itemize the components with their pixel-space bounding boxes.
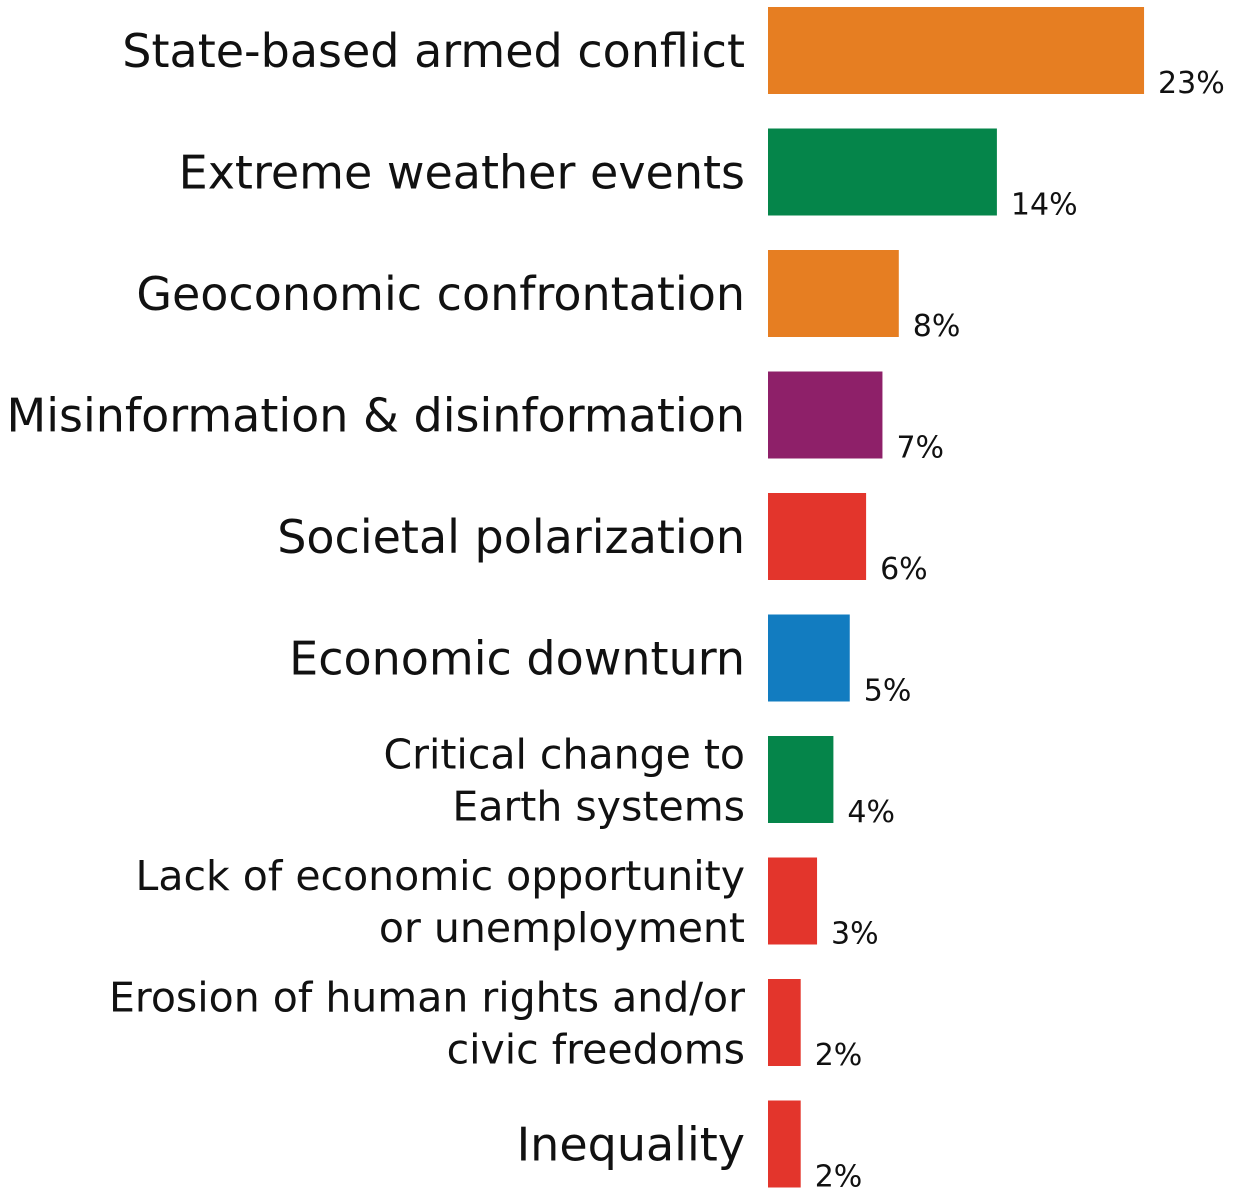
value-label-misinformation-disinformation: 7%	[896, 431, 944, 466]
category-label-lack-of-economic-opportunity-or-unemployment: Lack of economic opportunity or unemploym…	[135, 852, 745, 952]
category-label-critical-change-to-earth-systems: Critical change to Earth systems	[383, 730, 745, 830]
category-label-line: Extreme weather events	[179, 146, 745, 200]
bar-lack-of-economic-opportunity-or-unemployment	[768, 857, 818, 945]
value-label-economic-downturn: 5%	[864, 674, 912, 709]
bar-extreme-weather-events	[768, 128, 997, 216]
category-label-line: Misinformation & disinformation	[7, 389, 745, 443]
bar-societal-polarization	[768, 493, 867, 580]
value-labels-group: 23% 14% 8% 7% 6% 5% 4% 3% 2% 2%	[815, 66, 1225, 1190]
value-label-extreme-weather-events: 14%	[1011, 188, 1078, 223]
category-label-line: Erosion of human rights and/or	[109, 973, 745, 1021]
category-label-extreme-weather-events: Extreme weather events	[179, 146, 745, 200]
value-label-geoconomic-confrontation: 8%	[913, 309, 961, 344]
bar-misinformation-disinformation	[768, 371, 883, 459]
category-label-line: State-based armed conflict	[122, 24, 745, 78]
bar-critical-change-to-earth-systems	[768, 736, 834, 823]
category-labels-group: State-based armed conflict Extreme weathe…	[7, 24, 746, 1172]
value-label-societal-polarization: 6%	[880, 552, 928, 587]
value-label-lack-of-economic-opportunity-or-unemployment: 3%	[831, 917, 879, 952]
bars-group	[768, 7, 1145, 1188]
value-label-erosion-of-human-rights-and-or-civic-freedoms: 2%	[815, 1038, 863, 1073]
category-label-inequality: Inequality	[517, 1118, 745, 1172]
category-label-societal-polarization: Societal polarization	[277, 510, 745, 564]
category-label-line: or unemployment	[379, 904, 745, 952]
category-label-line: Critical change to	[383, 730, 745, 778]
value-label-inequality: 2%	[815, 1160, 863, 1190]
category-label-line: civic freedoms	[447, 1025, 745, 1073]
bar-state-based-armed-conflict	[768, 7, 1145, 94]
category-label-line: Economic downturn	[289, 632, 745, 686]
bar-geoconomic-confrontation	[768, 250, 899, 337]
category-label-state-based-armed-conflict: State-based armed conflict	[122, 24, 745, 78]
bar-inequality	[768, 1100, 801, 1188]
category-label-line: Geoconomic confrontation	[136, 267, 745, 321]
bar-erosion-of-human-rights-and-or-civic-freedoms	[768, 979, 801, 1066]
value-label-critical-change-to-earth-systems: 4%	[847, 795, 895, 830]
category-label-economic-downturn: Economic downturn	[289, 632, 745, 686]
category-label-erosion-of-human-rights-and-or-civic-freedoms: Erosion of human rights and/or civic free…	[109, 973, 745, 1073]
category-label-misinformation-disinformation: Misinformation & disinformation	[7, 389, 745, 443]
category-label-line: Societal polarization	[277, 510, 745, 564]
category-label-line: Inequality	[517, 1118, 745, 1172]
bar-economic-downturn	[768, 614, 850, 702]
category-label-line: Earth systems	[452, 782, 745, 830]
category-label-geoconomic-confrontation: Geoconomic confrontation	[136, 267, 745, 321]
category-label-line: Lack of economic opportunity	[135, 852, 745, 900]
value-label-state-based-armed-conflict: 23%	[1158, 66, 1225, 101]
